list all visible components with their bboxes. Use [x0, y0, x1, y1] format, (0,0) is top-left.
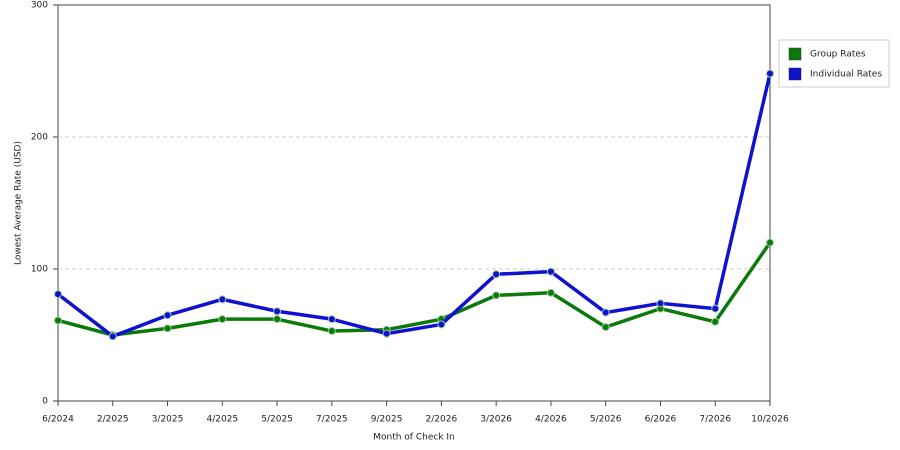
- x-tick-label: 7/2026: [699, 415, 731, 425]
- data-point: [711, 304, 720, 313]
- legend-label: Individual Rates: [810, 70, 882, 80]
- x-tick-label: 6/2026: [645, 415, 677, 425]
- x-tick-label: 5/2025: [261, 415, 293, 425]
- y-tick-label: 200: [31, 133, 48, 143]
- data-point: [273, 307, 282, 316]
- y-axis-label: Lowest Average Rate (USD): [14, 141, 24, 265]
- data-point: [656, 299, 665, 308]
- data-point: [163, 324, 172, 333]
- data-point: [327, 327, 336, 336]
- series-line: [56, 73, 772, 339]
- x-tick-label: 5/2026: [590, 415, 622, 425]
- x-tick-label: 7/2025: [316, 415, 348, 425]
- x-tick-label: 9/2025: [371, 415, 403, 425]
- x-tick-label: 3/2025: [152, 415, 184, 425]
- series-line: [57, 241, 772, 337]
- data-point: [54, 316, 62, 325]
- data-point: [108, 332, 117, 341]
- data-point: [54, 290, 62, 299]
- data-point: [218, 315, 227, 324]
- data-point: [492, 291, 501, 300]
- data-point: [327, 315, 336, 324]
- data-point: [601, 308, 610, 317]
- x-tick-label: 2/2026: [426, 415, 458, 425]
- data-point: [273, 315, 282, 324]
- x-tick-label: 4/2026: [535, 415, 567, 425]
- y-tick-label: 300: [31, 1, 48, 11]
- x-tick-label: 6/2024: [42, 415, 74, 425]
- x-tick-label: 10/2026: [751, 415, 789, 425]
- legend-swatch: [788, 47, 802, 61]
- data-point: [218, 295, 227, 304]
- data-point: [601, 323, 610, 332]
- legend-label: Group Rates: [810, 50, 866, 60]
- x-axis-label: Month of Check In: [373, 433, 455, 443]
- data-point: [163, 311, 172, 320]
- data-point: [437, 320, 446, 329]
- data-point: [546, 288, 555, 297]
- y-tick-label: 0: [42, 397, 48, 407]
- data-point: [766, 238, 774, 247]
- data-point: [492, 270, 501, 279]
- legend-swatch: [788, 67, 802, 81]
- x-tick-label: 2/2025: [97, 415, 129, 425]
- x-tick-label: 4/2025: [206, 415, 238, 425]
- data-point: [382, 329, 391, 338]
- data-point: [766, 69, 774, 78]
- data-point: [546, 267, 555, 276]
- y-tick-label: 100: [31, 265, 48, 275]
- x-tick-label: 3/2026: [480, 415, 512, 425]
- data-point: [711, 317, 720, 326]
- plot-area: [57, 4, 771, 402]
